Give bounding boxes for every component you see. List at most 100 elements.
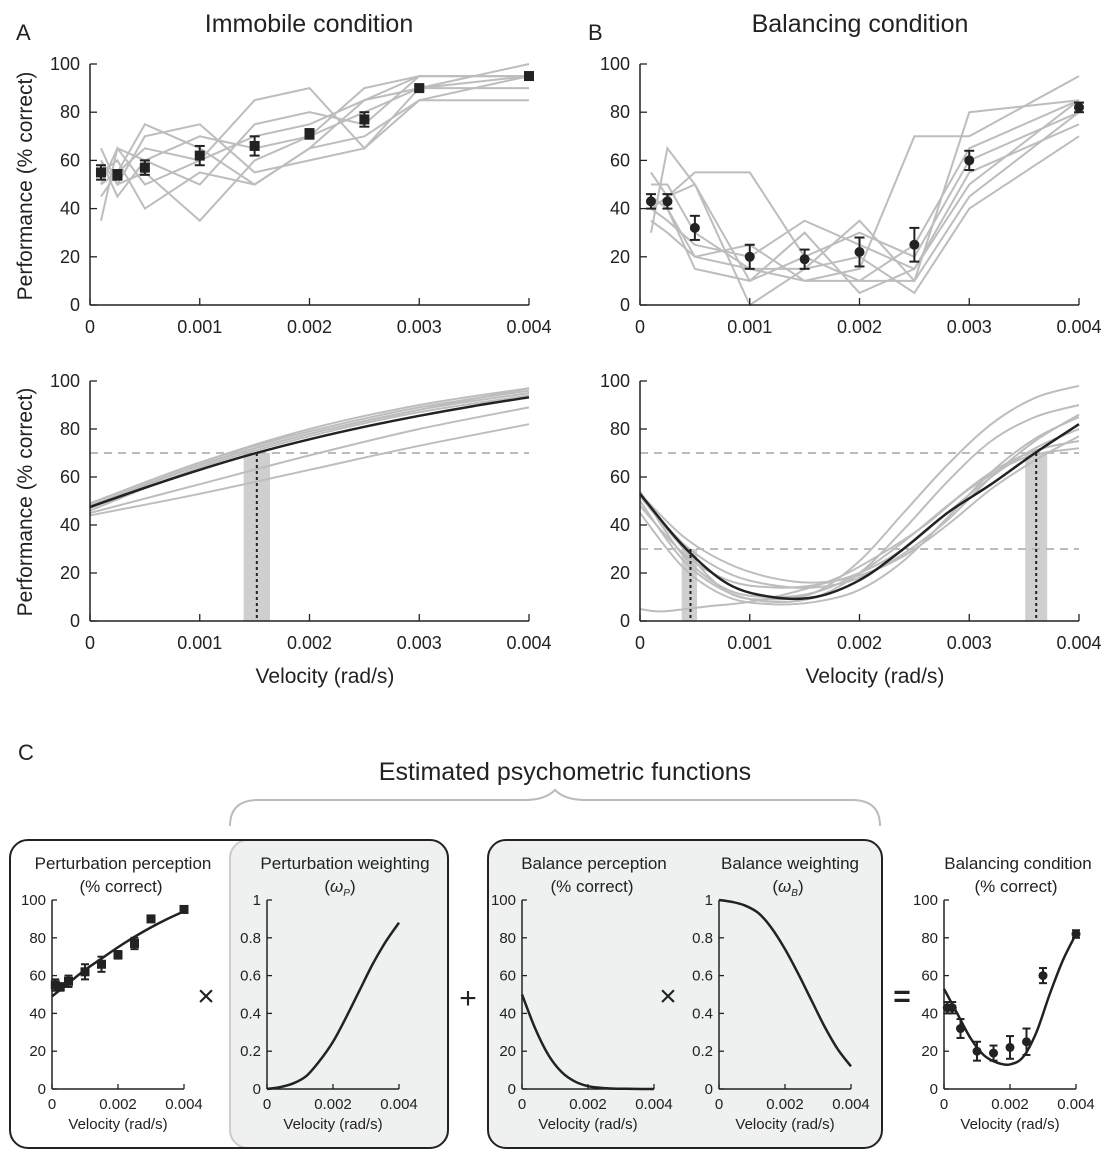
x-tick-label: 0 — [518, 1096, 526, 1113]
subject-fit — [89, 387, 530, 510]
data-point — [1038, 971, 1048, 981]
y-tick-label: 1 — [705, 892, 713, 909]
box1-title-line1: Perturbation perception — [35, 854, 212, 873]
y-tick-label: 20 — [60, 247, 80, 267]
x-tick-label: 0 — [635, 633, 645, 653]
fit-curve — [942, 933, 1078, 1067]
x-tick-label: 0.001 — [177, 317, 222, 337]
subject-fit — [89, 423, 530, 517]
section-brace — [229, 788, 881, 827]
subject-fit — [89, 394, 530, 512]
subject-line — [100, 99, 529, 187]
x-tick-label: 0.004 — [506, 317, 551, 337]
y-tick-label: 40 — [29, 1005, 46, 1022]
x-axis-label: Velocity (rad/s) — [68, 1116, 167, 1133]
x-tick-label: 0 — [940, 1096, 948, 1113]
data-point — [55, 982, 65, 992]
x-tick-label: 0 — [85, 633, 95, 653]
y-tick-label: 60 — [610, 150, 630, 170]
y-tick-label: 0 — [620, 611, 630, 631]
data-point — [1022, 1037, 1031, 1047]
data-point — [249, 140, 260, 151]
chart-c-perturbation-perception: 0 0.002 0.004 0 20 40 60 80 100 Velocity (rad/s) — [21, 892, 203, 1133]
data-point — [744, 251, 755, 262]
subject-fit — [639, 416, 1080, 606]
xlabel-b-bottom: Velocity (rad/s) — [806, 665, 945, 688]
x-tick-label: 0.004 — [380, 1096, 418, 1113]
subject-fit — [639, 440, 1080, 599]
subject-fit — [639, 413, 1080, 589]
y-tick-label: 40 — [921, 1005, 938, 1022]
data-point — [179, 904, 189, 914]
op-plus: + — [459, 982, 477, 1015]
y-tick-label: 0.4 — [692, 1005, 713, 1022]
box2-title-line2: (ωP) — [324, 877, 355, 899]
y-tick-label: 0.2 — [692, 1043, 713, 1060]
box4-title-line1: Balance weighting — [721, 854, 859, 873]
x-tick-label: 0.002 — [287, 633, 332, 653]
y-tick-label: 100 — [50, 371, 80, 391]
subject-fit — [89, 392, 530, 507]
y-tick-label: 0 — [70, 295, 80, 315]
x-axis-label: Velocity (rad/s) — [735, 1116, 834, 1133]
data-point — [139, 162, 150, 173]
subject-fit — [89, 406, 530, 514]
x-tick-label: 0.003 — [397, 317, 442, 337]
y-tick-label: 100 — [491, 892, 516, 909]
x-tick-label: 0.001 — [727, 633, 772, 653]
box3-title-line1: Balance perception — [521, 854, 667, 873]
box2-sub: P — [343, 888, 350, 899]
x-tick-label: 0.002 — [766, 1096, 804, 1113]
subject-fit — [639, 447, 1080, 613]
fit-curve — [51, 910, 185, 998]
y-tick-label: 100 — [50, 54, 80, 74]
box5-title-line1: Balancing condition — [944, 854, 1091, 873]
box3-title-line2: (% correct) — [550, 877, 633, 896]
y-tick-label: 80 — [499, 930, 516, 947]
ylabel-a-bottom: Performance (% correct) — [14, 388, 37, 617]
data-point — [662, 196, 673, 207]
chart-c-perturbation-weighting: 0 0.002 0.004 0 0.2 0.4 0.6 0.8 1 Velocity (rad/s… — [240, 892, 418, 1133]
y-tick-label: 100 — [600, 54, 630, 74]
y-tick-label: 20 — [499, 1043, 516, 1060]
x-tick-label: 0.003 — [947, 317, 992, 337]
x-tick-label: 0.004 — [1056, 633, 1101, 653]
x-tick-label: 0.002 — [569, 1096, 607, 1113]
data-point — [50, 980, 60, 990]
y-tick-label: 80 — [610, 419, 630, 439]
x-tick-label: 0 — [85, 317, 95, 337]
x-tick-label: 0 — [263, 1096, 271, 1113]
subject-line — [100, 86, 529, 186]
box2-title-line1: Perturbation weighting — [260, 854, 429, 873]
mean-fit — [89, 396, 530, 509]
y-tick-label: 0.8 — [692, 930, 713, 947]
y-tick-label: 20 — [60, 563, 80, 583]
data-point — [524, 71, 534, 82]
y-tick-label: 40 — [60, 515, 80, 535]
data-point — [194, 150, 205, 161]
x-tick-label: 0.002 — [991, 1096, 1029, 1113]
op-equals: = — [893, 980, 911, 1013]
chart-c-balance-perception: 0 0.002 0.004 0 20 40 60 80 100 Velocity (rad/s) — [491, 892, 673, 1133]
y-tick-label: 0.2 — [240, 1043, 261, 1060]
data-point — [113, 950, 123, 960]
y-tick-label: 60 — [921, 968, 938, 985]
data-point — [909, 239, 920, 250]
subject-line — [650, 123, 1080, 295]
x-tick-label: 0 — [48, 1096, 56, 1113]
x-tick-label: 0.003 — [947, 633, 992, 653]
y-tick-label: 80 — [60, 102, 80, 122]
y-tick-label: 0 — [508, 1081, 516, 1098]
subject-line — [650, 99, 1080, 282]
data-point — [1005, 1042, 1015, 1052]
data-point — [414, 83, 425, 94]
subject-fit — [639, 435, 1080, 584]
chart-a-bottom: 0 0.001 0.002 0.003 0.004 0 20 40 60 80 100 — [50, 371, 552, 653]
op-times-2: × — [659, 980, 677, 1013]
ylabel-a-top: Performance (% correct) — [14, 72, 37, 301]
y-tick-label: 60 — [60, 467, 80, 487]
data-point — [799, 254, 810, 265]
y-tick-label: 80 — [60, 419, 80, 439]
data-point — [112, 169, 123, 180]
